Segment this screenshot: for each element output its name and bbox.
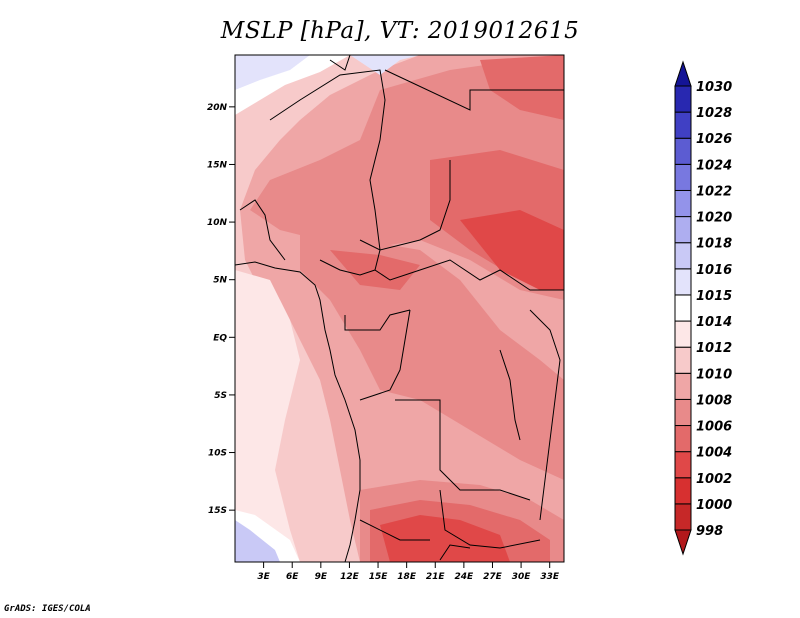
colorbar-level-label: 1022 bbox=[696, 184, 732, 199]
colorbar-box bbox=[674, 189, 692, 218]
country-borders bbox=[235, 55, 564, 562]
colorbar-level-label: 1016 bbox=[696, 263, 732, 278]
colorbar-upper-extend bbox=[674, 60, 692, 87]
colorbar-box bbox=[674, 85, 692, 113]
colorbar-level-label: 1030 bbox=[696, 80, 732, 95]
lat-tick-label: 15N bbox=[207, 160, 228, 170]
grads-credit: GrADS: IGES/COLA bbox=[4, 604, 91, 614]
map-frame bbox=[234, 54, 565, 563]
colorbar-box bbox=[674, 163, 692, 191]
colorbar-box bbox=[674, 137, 692, 165]
colorbar-level-label: 1028 bbox=[696, 106, 732, 121]
colorbar-level-label: 1018 bbox=[696, 237, 732, 252]
pressure-field bbox=[235, 55, 564, 562]
lat-tick-label: 10N bbox=[207, 218, 228, 228]
lon-tick-label: 15E bbox=[369, 572, 389, 582]
colorbar-box bbox=[674, 216, 692, 244]
colorbar-box bbox=[674, 294, 692, 322]
colorbar-box bbox=[674, 398, 692, 427]
colorbar-level-label: 1006 bbox=[696, 420, 732, 435]
colorbar-level-label: 1015 bbox=[696, 289, 732, 304]
colorbar-level-label: 1024 bbox=[696, 158, 732, 173]
colorbar-box bbox=[674, 268, 692, 296]
colorbar-level-label: 1000 bbox=[696, 498, 732, 513]
lat-axis: 20N 15N 10N 5N EQ 5S 10S 15S bbox=[207, 103, 235, 516]
lon-axis: 3E 6E 9E 12E 15E 18E 21E 24E 27E 30E 33E bbox=[257, 562, 560, 582]
colorbar-box bbox=[674, 477, 692, 505]
lon-tick-label: 24E bbox=[455, 572, 475, 582]
lat-tick-label: 15S bbox=[208, 506, 227, 516]
lon-tick-label: 12E bbox=[340, 572, 360, 582]
colorbar-box bbox=[674, 451, 692, 479]
colorbar-box bbox=[674, 242, 692, 270]
colorbar-level-label: 1002 bbox=[696, 472, 732, 487]
colorbar-level-label: 1026 bbox=[696, 132, 732, 147]
map-title: MSLP [hPa], VT: 2019012615 bbox=[220, 18, 580, 44]
lon-tick-label: 27E bbox=[483, 572, 503, 582]
colorbar-box bbox=[674, 425, 692, 453]
lon-tick-label: 21E bbox=[426, 572, 446, 582]
colorbar-level-label: 1014 bbox=[696, 315, 732, 330]
lat-tick-label: 5S bbox=[214, 391, 227, 401]
colorbar-level-label: 998 bbox=[696, 524, 723, 539]
colorbar-box bbox=[674, 320, 692, 348]
colorbar-box bbox=[674, 111, 692, 139]
lat-tick-label: 10S bbox=[208, 449, 227, 459]
lon-tick-label: 18E bbox=[397, 572, 417, 582]
colorbar-box bbox=[674, 503, 692, 531]
colorbar-level-label: 1012 bbox=[696, 341, 732, 356]
lat-tick-label: 20N bbox=[207, 103, 228, 113]
lon-tick-label: 9E bbox=[315, 572, 328, 582]
lon-tick-label: 33E bbox=[540, 572, 560, 582]
lat-tick-label: EQ bbox=[213, 333, 227, 343]
colorbar-level-label: 1010 bbox=[696, 367, 732, 382]
lon-tick-label: 30E bbox=[512, 572, 532, 582]
lon-tick-label: 6E bbox=[286, 572, 299, 582]
colorbar-box bbox=[674, 372, 692, 400]
colorbar-level-label: 1004 bbox=[696, 446, 732, 461]
colorbar-level-label: 1020 bbox=[696, 211, 732, 226]
lon-tick-label: 3E bbox=[257, 572, 270, 582]
colorbar-level-label: 1008 bbox=[696, 393, 732, 408]
lat-tick-label: 5N bbox=[213, 276, 227, 286]
colorbar-lower-extend bbox=[674, 529, 692, 556]
colorbar: 998 1000 1002 1004 1006 1008 1010 1012 1014 1015 1… bbox=[674, 60, 732, 556]
colorbar-box bbox=[674, 346, 692, 374]
